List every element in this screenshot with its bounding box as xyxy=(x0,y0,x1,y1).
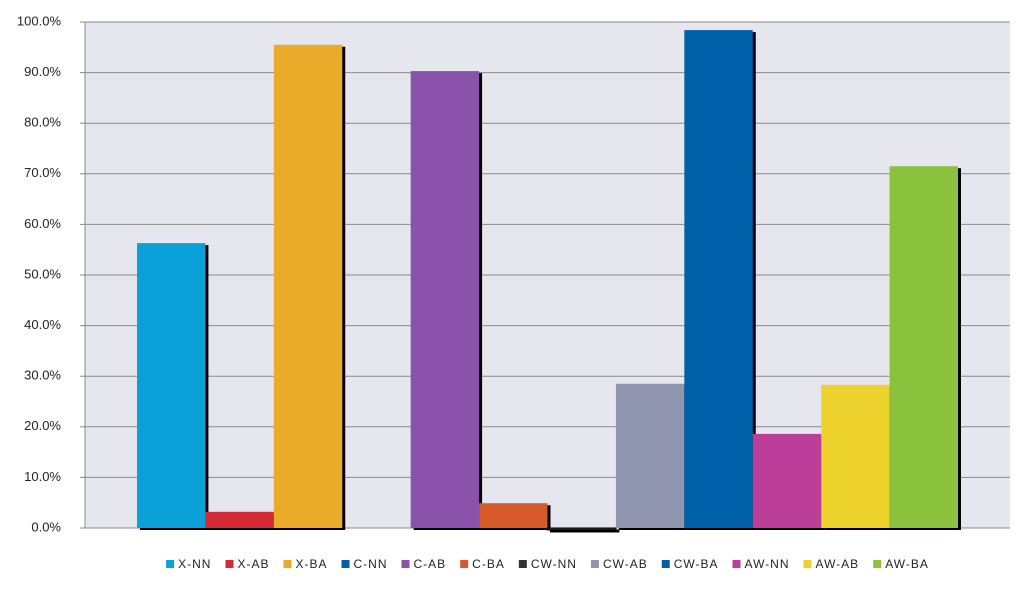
bar xyxy=(889,166,958,528)
y-tick-label: 20.0% xyxy=(24,418,61,433)
legend-label: C-NN xyxy=(354,557,388,571)
legend-label: AW-AB xyxy=(816,557,860,571)
bar xyxy=(137,243,206,528)
bar xyxy=(205,511,274,528)
y-tick-label: 50.0% xyxy=(24,266,61,281)
legend-swatch xyxy=(460,560,469,568)
legend-label: C-BA xyxy=(472,557,505,571)
bar xyxy=(684,30,753,528)
bar xyxy=(752,433,822,528)
legend-label: AW-BA xyxy=(885,557,929,571)
bar xyxy=(479,503,548,528)
legend-swatch xyxy=(401,560,410,568)
legend-swatch xyxy=(225,560,234,568)
legend-swatch xyxy=(803,560,812,568)
legend-swatch xyxy=(873,560,882,568)
bar xyxy=(273,44,343,529)
legend-label: X-NN xyxy=(178,557,211,571)
y-tick-label: 100.0% xyxy=(17,13,62,28)
legend-label: AW-NN xyxy=(745,557,790,571)
y-tick-label: 40.0% xyxy=(24,317,61,332)
bar xyxy=(410,71,480,528)
bar xyxy=(615,383,685,528)
legend-label: X-BA xyxy=(295,557,327,571)
y-tick-label: 60.0% xyxy=(24,216,61,231)
legend-swatch xyxy=(661,560,670,568)
legend-swatch xyxy=(590,560,599,568)
bar xyxy=(547,527,617,531)
legend-swatch xyxy=(166,560,175,568)
y-tick-label: 0.0% xyxy=(31,519,61,534)
y-tick-label: 10.0% xyxy=(24,469,61,484)
y-tick-label: 80.0% xyxy=(24,115,61,130)
legend-label: CW-BA xyxy=(674,557,719,571)
legend-swatch xyxy=(732,560,741,568)
y-tick-label: 30.0% xyxy=(24,368,61,383)
legend-swatch xyxy=(341,560,350,568)
bar xyxy=(821,384,890,528)
legend-label: CW-NN xyxy=(531,557,577,571)
legend-swatch xyxy=(283,560,292,568)
legend-label: C-AB xyxy=(414,557,447,571)
legend-label: CW-AB xyxy=(603,557,648,571)
y-tick-label: 70.0% xyxy=(24,165,61,180)
legend-swatch xyxy=(518,560,527,568)
y-tick-label: 90.0% xyxy=(24,64,61,79)
legend-label: X-AB xyxy=(237,557,269,571)
